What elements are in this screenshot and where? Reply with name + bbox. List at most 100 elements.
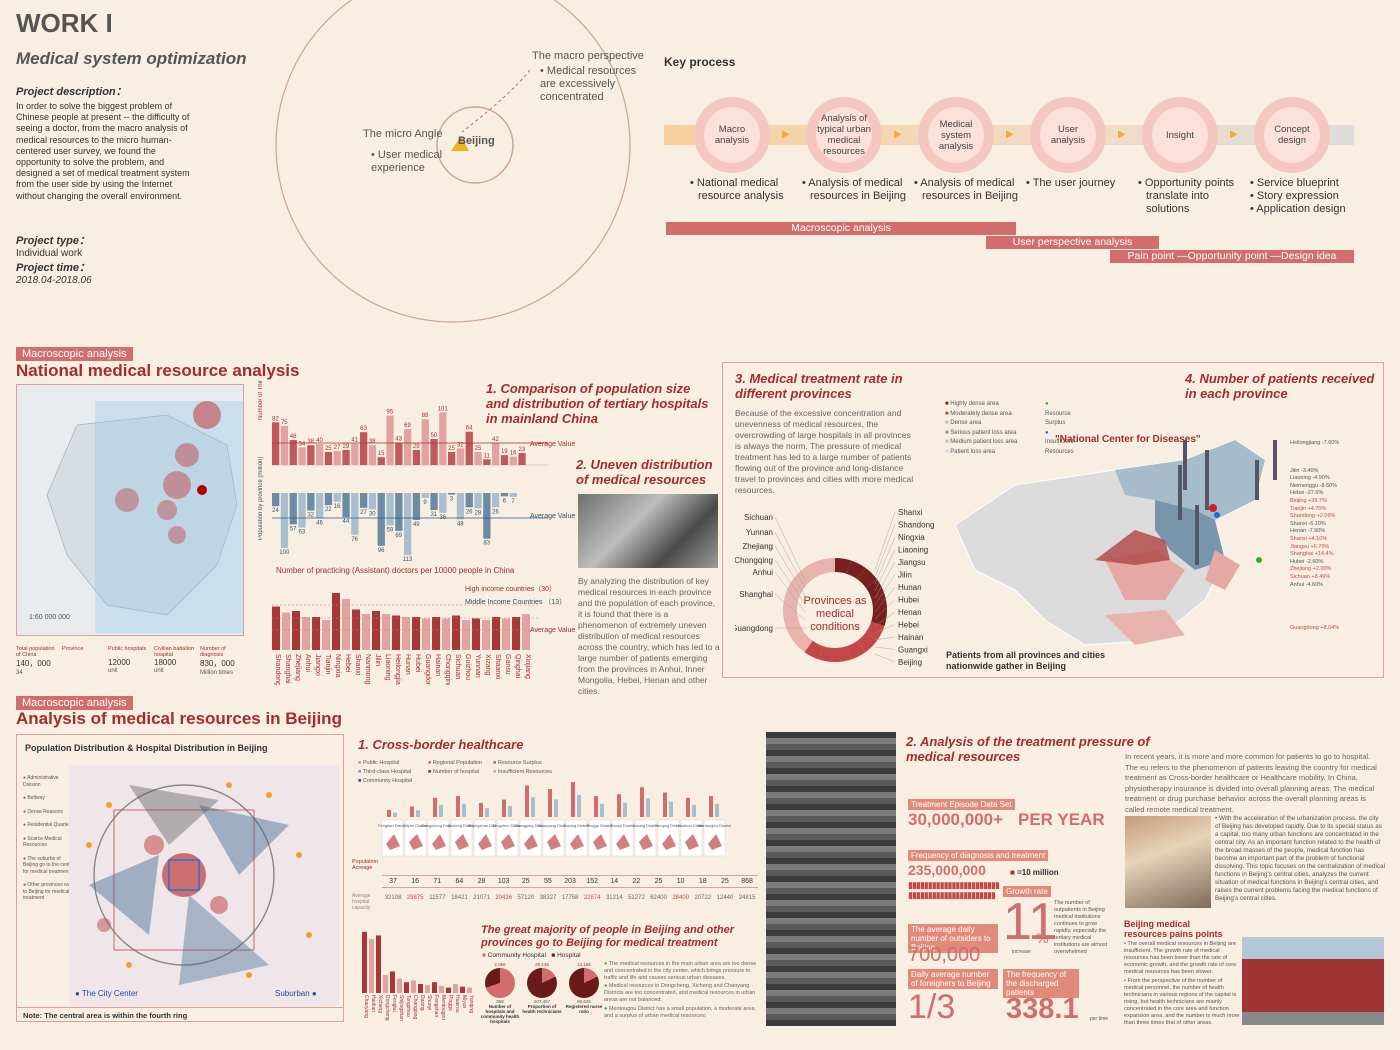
row-1-cell: 16 [411,878,420,885]
desc-text: In order to solve the biggest problem of… [16,101,190,201]
beijing-legend-item: ● The suburbs of Beijing go to the cente… [23,855,75,875]
national-center-label: "National Center for Diseases" [1055,434,1201,445]
process-outcome-3: • Analysis of medical resources in Beiji… [914,177,1024,203]
doctor-bar [332,593,340,650]
pain-point-text: From the perspective of the number of me… [1124,978,1240,1026]
hospital-bar [377,457,385,465]
city-bar-label: Yanqing [468,995,474,1013]
row-1: 37 16 71 64 28 103 25 55 203 152 14 22 25 10 18 25 868 [382,875,758,888]
population-bar [456,493,465,520]
row-2-cell: 17758 [561,895,579,901]
district-name: Dongcheng District [422,823,457,828]
row-1-cell: 55 [544,878,552,885]
map-legend-item: ● Insufficient Resources [1045,429,1074,455]
doctor-bar-province: Guizhou [464,654,471,680]
map-stat-value: 12000 [108,658,131,667]
doctor-bar-province: Jilin [374,654,381,666]
district-name: Yanqing District [655,823,684,828]
district-name: Fengtian District [378,823,408,828]
hospital-bar-label: 40 [316,438,323,444]
province-rate: Beijing +39.7% [1290,498,1327,504]
beijing-map [69,765,339,1005]
city-bar [467,987,472,993]
bar-pain: Pain point —Opportunity point —Design id… [1110,250,1354,263]
population-bar-label: 9 [423,500,427,506]
map-stat-label: Province [62,646,84,652]
province-rate-value: -8.60% [1319,482,1338,489]
episode-label: Treatment Episode Data Set [908,799,1015,810]
cross-legend-label: Insufficient Resources [497,769,552,775]
process-outcome-2: • Analysis of medical resources in Beiji… [802,177,912,203]
population-bar [324,493,333,506]
doctor-bar [432,617,440,650]
freq-label: Frequency of diagnosis and treatment [908,850,1049,861]
doctor-bar-province: Shanghai [284,654,291,684]
donut-label-right: Jiangsu [898,558,926,567]
daily-label: The average daily number of outsiders to… [908,924,998,953]
donut-segment [871,593,887,611]
city-bar-label: Pinggu [447,995,453,1011]
row-2-cell: 51272 [628,895,645,901]
doctor-bar [382,614,390,650]
city-bar [362,931,367,993]
population-bar [465,493,473,508]
population-bar [316,493,324,519]
hospital-bar [439,412,447,465]
hospital-count-bar [485,808,489,817]
population-bar-label: 16 [334,504,341,510]
hospital-bar-label: 43 [395,437,402,443]
province-rate: Shanghai +14.4% [1290,551,1334,557]
hospital-bar [368,445,377,465]
province-rate-value: -7.60% [1321,440,1340,446]
doctor-bar [292,611,300,650]
arrow-icon: ▶ [1006,129,1014,140]
beijing-legend-item: ● Dense Reasons [23,808,63,815]
doctor-bar-province: Ningxia [334,654,341,677]
population-bar [351,493,359,535]
map-stat-unit: Million times [200,670,234,676]
population-bar [509,493,517,497]
micro-point: • User medical experience [371,149,443,174]
city-bar [390,971,395,993]
hospital-bar [500,455,509,465]
map-legend-item: ■ Serious patient loss area [945,429,1017,436]
province-rate-name: Shanxi [1290,520,1307,527]
row-2-cell: 62400 [650,895,667,901]
hospital-count-bar [623,802,627,817]
process-outcome-item: • Opportunity points translate into solu… [1138,177,1235,215]
hospital-bar-label: 25 [325,446,332,452]
section-3-4-panel [722,362,1384,678]
doctor-bar-province: Shandong [274,654,281,685]
population-bar-label: 100 [279,550,290,556]
hospital-bar-label: 69 [404,423,411,429]
row-1-cell: 64 [455,878,464,885]
row-2-cell: 24815 [738,895,756,901]
pie-circle [569,968,599,998]
city-bar [404,982,409,993]
doctor-bar-province: Liaoning [384,654,391,681]
hospital-bar-label: 41 [351,438,358,444]
pie-top-value: 2,066 [494,962,506,967]
hospital-bar [430,439,438,465]
population-bar [663,792,667,817]
district-name: Huairou District [678,823,706,828]
hospital-count-bar [715,803,719,817]
row-label-1: Population Acreage [352,859,378,871]
city-bar [453,984,458,993]
beijing-legend-item: ● Residential Quarter [23,822,71,828]
hospital-bar-label: 27 [334,445,341,451]
hospital-bar-label: 88 [422,413,429,419]
population-bar [571,782,575,817]
doctor-bar [372,611,380,650]
population-bar [448,493,456,495]
map-stat: Public hospitals 12000 unit [108,646,152,678]
population-bar-label: 26 [466,509,473,515]
cross-legend-label: Number of hospital [432,769,480,775]
pie-circle [485,968,515,998]
donut-segment [804,640,824,660]
population-bar-label: 30 [369,512,376,518]
province-rate-name: Jilin [1290,467,1300,474]
map-legend-item: ■ Patient loss area [945,448,995,455]
cross-legend-item: ■ Community Hospital [358,778,413,784]
hospital-bar-label: 16 [510,451,517,457]
